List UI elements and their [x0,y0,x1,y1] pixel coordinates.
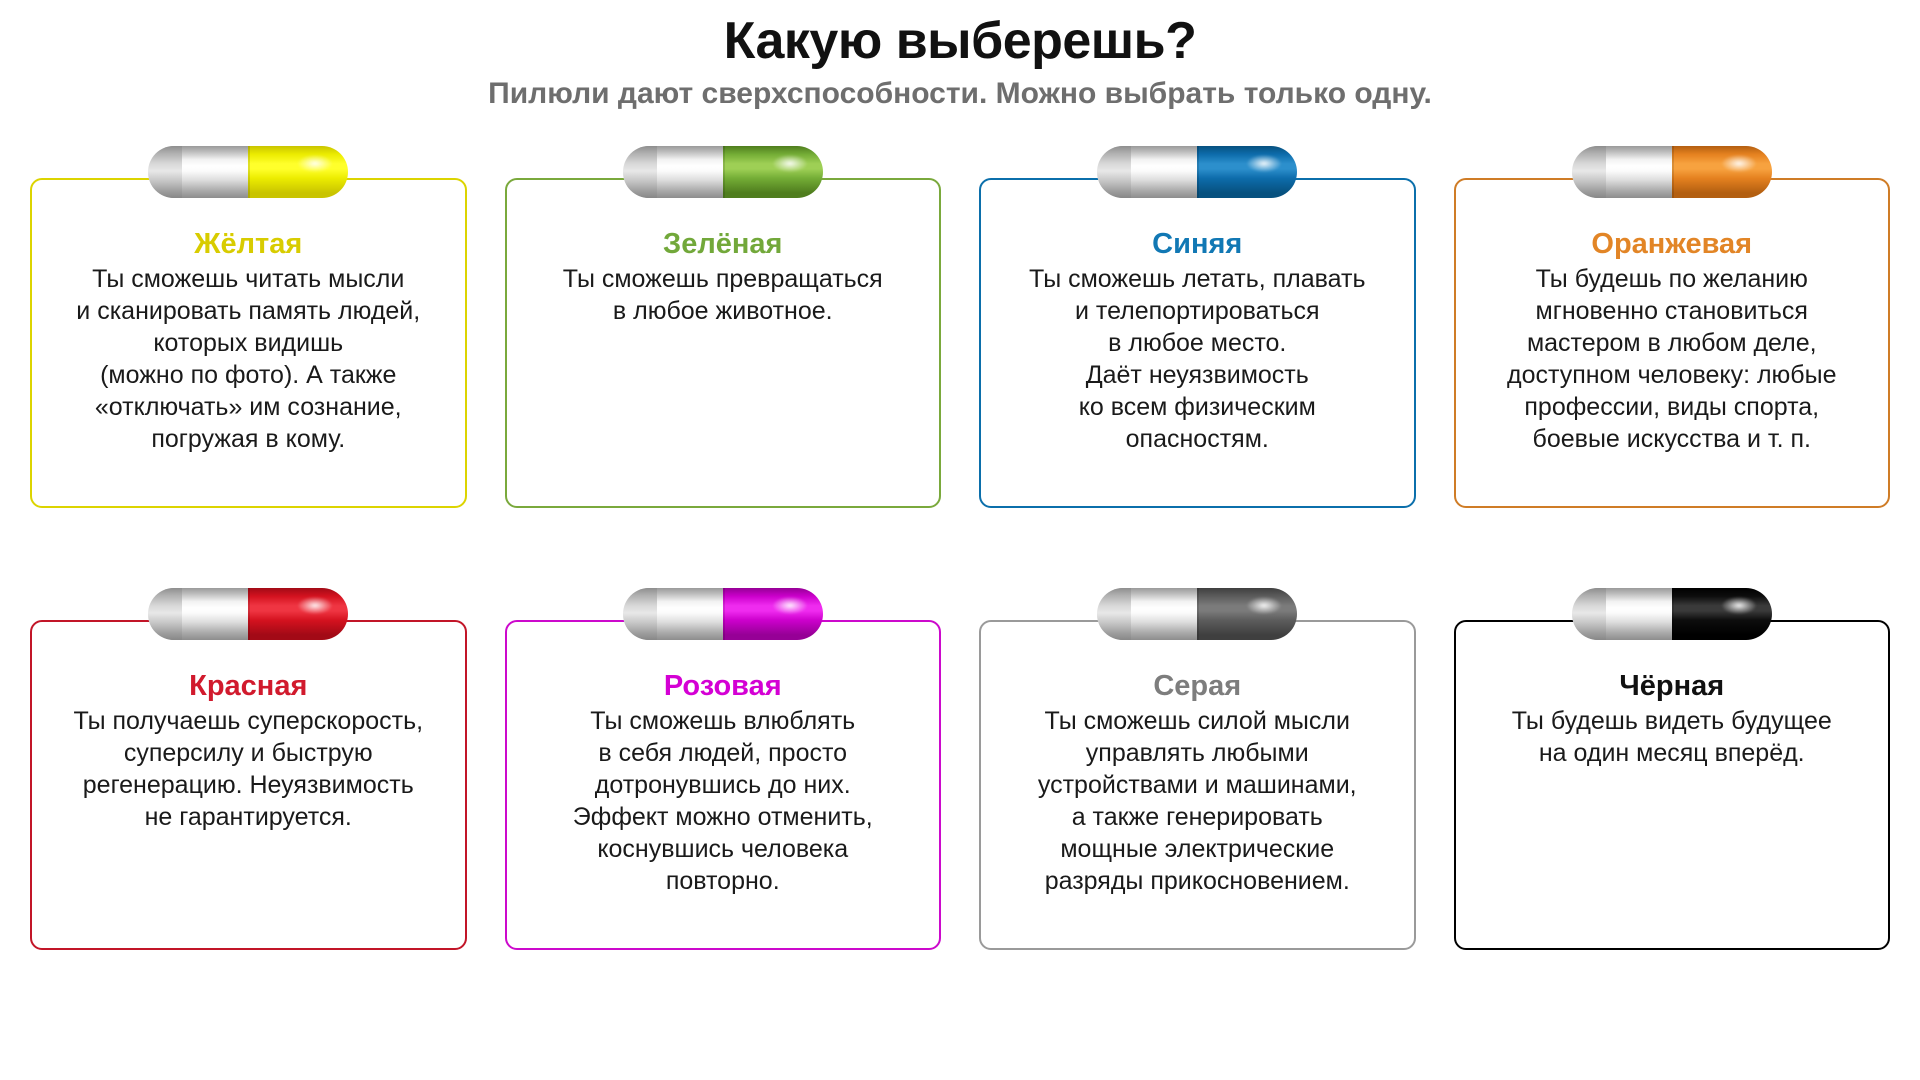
capsule-left-half [1571,587,1672,640]
capsule-right-half [722,145,823,198]
pill-cell-green[interactable]: Зелёная Ты сможешь превращаться в любое … [504,145,941,526]
pill-name: Синяя [1152,227,1243,260]
capsule-icon-red [148,587,349,640]
pill-card-inner: Красная Ты получаешь суперскорость, супе… [32,670,465,833]
pill-card[interactable]: Розовая Ты сможешь влюблять в себя людей… [504,619,941,950]
capsule-left-half [1097,145,1198,198]
pill-description: Ты будешь по желанию мгновенно становить… [1506,264,1837,453]
pill-name: Оранжевая [1591,227,1753,260]
pill-description: Ты сможешь влюблять в себя людей, просто… [572,706,873,895]
pill-card-inner: Зелёная Ты сможешь превращаться в любое … [507,228,940,327]
capsule-icon-orange [1571,145,1772,198]
capsule-seam [1197,145,1200,198]
capsule-shine [1721,154,1756,172]
pill-card[interactable]: Жёлтая Ты сможешь читать мысли и сканиро… [30,177,467,508]
capsule-icon-pink [622,587,823,640]
pill-name: Чёрная [1619,669,1725,702]
capsule-icon-yellow [148,145,349,198]
capsule-left-half [148,587,249,640]
pill-grid: Жёлтая Ты сможешь читать мысли и сканиро… [0,145,1920,968]
pill-description: Ты сможешь читать мысли и сканировать па… [76,264,421,453]
pill-description: Ты сможешь превращаться в любое животное… [562,264,883,325]
capsule-seam [722,587,725,640]
capsule-icon-black [1571,587,1772,640]
pill-card[interactable]: Серая Ты сможешь силой мысли управлять л… [979,619,1416,950]
capsule-shine [772,596,807,614]
capsule-shine [1247,154,1282,172]
pill-description: Ты сможешь силой мысли управлять любыми … [1037,706,1357,895]
capsule-right-half [1671,145,1772,198]
pill-name: Серая [1153,669,1242,702]
pill-card[interactable]: Зелёная Ты сможешь превращаться в любое … [504,177,941,508]
poster-header: Какую выберешь? Пилюли дают сверхспособн… [0,0,1920,110]
capsule-right-half [248,587,349,640]
pill-card[interactable]: Оранжевая Ты будешь по желанию мгновенно… [1453,177,1890,508]
pill-cell-gray[interactable]: Серая Ты сможешь силой мысли управлять л… [979,587,1416,968]
pill-card[interactable]: Чёрная Ты будешь видеть будущее на один … [1453,619,1890,950]
pill-cell-blue[interactable]: Синяя Ты сможешь летать, плавать и телеп… [979,145,1416,526]
pill-name: Жёлтая [194,227,303,260]
pill-name: Красная [189,669,308,702]
capsule-left-half [622,587,723,640]
capsule-seam [1197,587,1200,640]
capsule-shine [298,596,333,614]
pill-card-inner: Жёлтая Ты сможешь читать мысли и сканиро… [32,228,465,455]
capsule-seam [248,145,251,198]
pill-cell-yellow[interactable]: Жёлтая Ты сможешь читать мысли и сканиро… [30,145,467,526]
capsule-shine [772,154,807,172]
capsule-right-half [1197,587,1298,640]
pill-card[interactable]: Синяя Ты сможешь летать, плавать и телеп… [979,177,1416,508]
capsule-left-half [148,145,249,198]
capsule-icon-gray [1097,587,1298,640]
capsule-left-half [1097,587,1198,640]
capsule-icon-blue [1097,145,1298,198]
capsule-seam [722,145,725,198]
capsule-icon-green [622,145,823,198]
pill-card-inner: Чёрная Ты будешь видеть будущее на один … [1456,670,1889,769]
capsule-right-half [248,145,349,198]
pill-card-inner: Серая Ты сможешь силой мысли управлять л… [981,670,1414,897]
page-title: Какую выберешь? [723,12,1197,70]
capsule-right-half [1197,145,1298,198]
page-subtitle: Пилюли дают сверхспособности. Можно выбр… [488,76,1432,110]
pill-card-inner: Оранжевая Ты будешь по желанию мгновенно… [1456,228,1889,455]
capsule-left-half [622,145,723,198]
pill-name: Зелёная [663,227,783,260]
pill-cell-pink[interactable]: Розовая Ты сможешь влюблять в себя людей… [504,587,941,968]
pill-description: Ты сможешь летать, плавать и телепортиро… [1029,264,1366,453]
pill-cell-orange[interactable]: Оранжевая Ты будешь по желанию мгновенно… [1453,145,1890,526]
capsule-shine [1247,596,1282,614]
capsule-seam [1671,587,1674,640]
capsule-seam [1671,145,1674,198]
pill-name: Розовая [663,669,782,702]
capsule-right-half [1671,587,1772,640]
pill-description: Ты получаешь суперскорость, суперсилу и … [73,706,424,831]
pill-card-inner: Синяя Ты сможешь летать, плавать и телеп… [981,228,1414,455]
pill-description: Ты будешь видеть будущее на один месяц в… [1511,706,1832,767]
capsule-shine [298,154,333,172]
pill-card[interactable]: Красная Ты получаешь суперскорость, супе… [30,619,467,950]
capsule-shine [1721,596,1756,614]
capsule-seam [248,587,251,640]
capsule-right-half [722,587,823,640]
pill-cell-black[interactable]: Чёрная Ты будешь видеть будущее на один … [1453,587,1890,968]
capsule-left-half [1571,145,1672,198]
pill-cell-red[interactable]: Красная Ты получаешь суперскорость, супе… [30,587,467,968]
pill-card-inner: Розовая Ты сможешь влюблять в себя людей… [507,670,940,897]
